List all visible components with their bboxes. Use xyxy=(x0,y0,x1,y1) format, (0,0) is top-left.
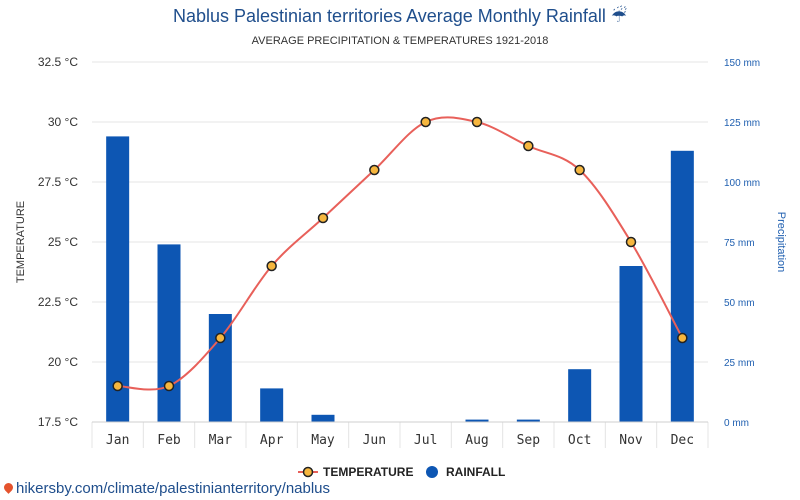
y-right-tick-label: 0 mm xyxy=(724,418,749,429)
umbrella-rain-icon: ☔ xyxy=(610,6,628,26)
temperature-point xyxy=(317,212,329,224)
legend: TEMPERATURE RAINFALL xyxy=(298,465,505,479)
rainfall-bar xyxy=(157,244,181,422)
temperature-point xyxy=(112,380,123,392)
rainfall-bar xyxy=(516,419,540,422)
y-left-tick-label: 32.5 °C xyxy=(38,55,78,69)
temperature-point xyxy=(471,116,483,128)
y-left-tick-label: 20 °C xyxy=(48,355,78,369)
footer-link[interactable]: hikersby.com/climate/palestinianterritor… xyxy=(2,480,331,497)
x-tick-label: May xyxy=(311,433,335,448)
temperature-point xyxy=(420,116,431,128)
temperature-point xyxy=(625,236,637,248)
temperature-point xyxy=(266,260,277,272)
legend-entry-rainfall: RAINFALL xyxy=(426,465,505,479)
y-left-tick-label: 25 °C xyxy=(48,235,78,249)
y-right-tick-label: 50 mm xyxy=(724,298,755,309)
chart-title: Nablus Palestinian territories Average M… xyxy=(0,6,800,27)
legend-label-temperature: TEMPERATURE xyxy=(323,465,413,479)
rainfall-bar xyxy=(260,388,284,422)
rainfall-bar xyxy=(106,136,130,422)
temperature-point xyxy=(677,332,688,344)
y-right-tick-label: 25 mm xyxy=(724,358,755,369)
legend-label-rainfall: RAINFALL xyxy=(446,465,505,479)
rainfall-bar xyxy=(311,414,335,422)
x-tick-label: Jun xyxy=(363,433,386,448)
temperature-point xyxy=(574,164,585,176)
y-left-tick-label: 17.5 °C xyxy=(38,415,78,429)
location-pin-icon xyxy=(2,481,15,494)
chart-subtitle: AVERAGE PRECIPITATION & TEMPERATURES 192… xyxy=(251,35,549,47)
rainfall-bars xyxy=(106,136,694,423)
rainfall-bar xyxy=(568,369,592,422)
legend-marker-swatch xyxy=(302,466,314,478)
temperature-point xyxy=(369,164,380,176)
rainfall-bar xyxy=(465,419,489,422)
temperature-point xyxy=(523,140,534,152)
x-tick-label: Aug xyxy=(465,433,488,448)
rainfall-bar xyxy=(670,150,694,423)
y-right-tick-label: 150 mm xyxy=(724,58,760,69)
x-tick-label: Jan xyxy=(106,433,129,448)
grid-lines xyxy=(91,61,709,448)
rainfall-bar xyxy=(619,266,643,422)
footer-link-text[interactable]: hikersby.com/climate/palestinianterritor… xyxy=(16,480,331,497)
x-tick-label: Jul xyxy=(414,433,437,448)
y-axis-right-title: Precipitation xyxy=(775,212,787,273)
x-tick-label: Apr xyxy=(260,433,284,448)
y-right-tick-label: 100 mm xyxy=(724,178,760,189)
temperature-point xyxy=(163,380,175,392)
x-tick-label: Sep xyxy=(517,433,541,448)
legend-rainfall-swatch xyxy=(426,466,438,478)
y-right-tick-label: 75 mm xyxy=(724,238,755,249)
temperature-line-group xyxy=(112,116,688,392)
x-tick-label: Mar xyxy=(209,433,233,448)
y-right-tick-label: 125 mm xyxy=(724,118,760,129)
y-left-tick-label: 30 °C xyxy=(48,115,78,129)
x-tick-label: Nov xyxy=(619,433,643,448)
rainfall-bar xyxy=(208,314,232,422)
temperature-line xyxy=(117,116,684,391)
y-left-tick-label: 27.5 °C xyxy=(38,175,78,189)
x-tick-label: Oct xyxy=(568,433,591,448)
y-axis-left-title: TEMPERATURE xyxy=(15,201,27,283)
chart-title-text: Nablus Palestinian territories Average M… xyxy=(172,6,606,26)
legend-entry-temperature: TEMPERATURE xyxy=(298,465,413,479)
temperature-point xyxy=(215,332,226,344)
y-left-tick-label: 22.5 °C xyxy=(38,295,78,309)
x-tick-label: Dec xyxy=(671,433,694,448)
axes: 17.5 °C 20 °C 22.5 °C 25 °C 27.5 °C 30 °C 32.5… xyxy=(38,55,760,448)
x-tick-label: Feb xyxy=(157,433,181,448)
